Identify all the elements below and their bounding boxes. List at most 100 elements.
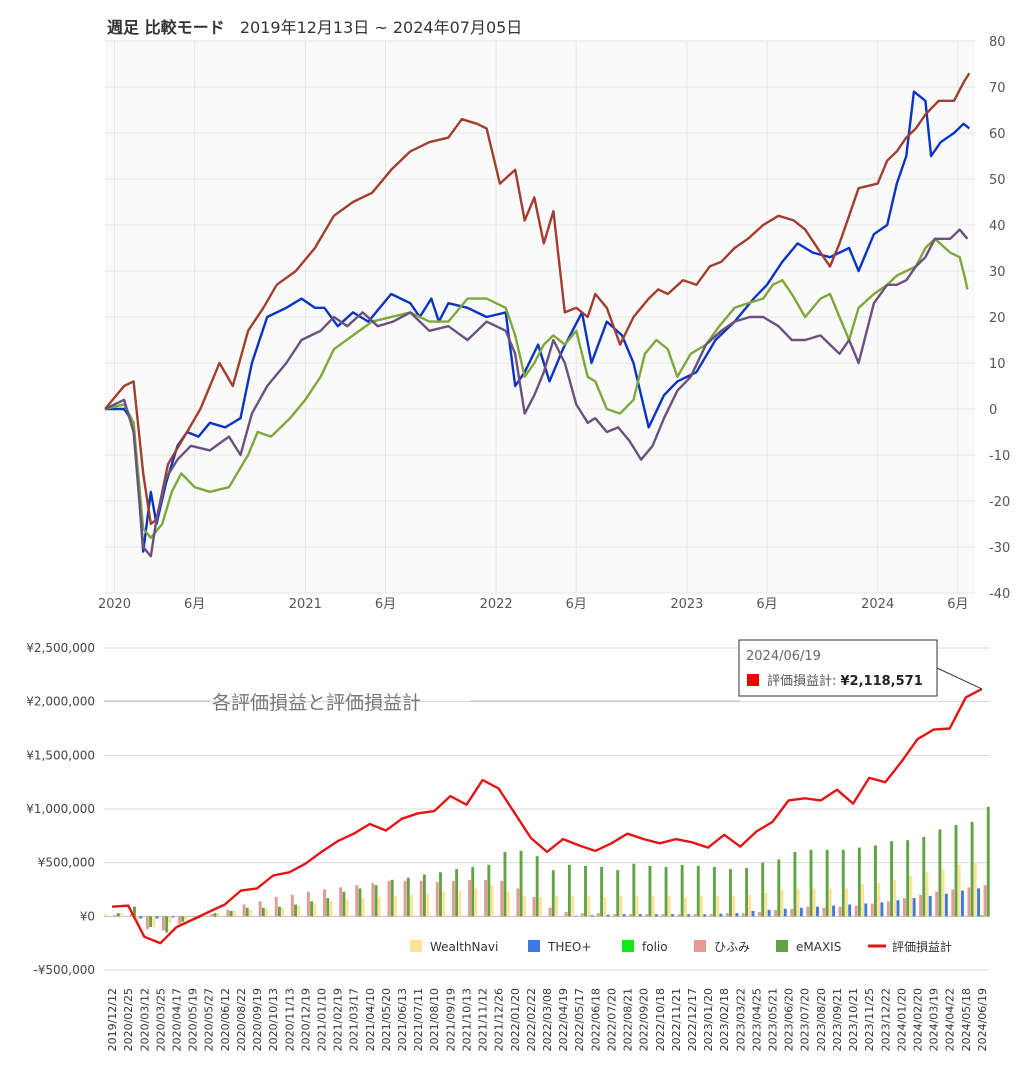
y-tick-label: ¥0 xyxy=(80,909,95,923)
bar-1-52 xyxy=(944,893,948,917)
bar-3-44 xyxy=(822,907,826,917)
bar-4-17 xyxy=(390,879,394,917)
legend-swatch-2 xyxy=(622,940,634,952)
x-tick-label: 2022/01/20 xyxy=(509,988,522,1051)
bar-0-1 xyxy=(120,913,124,917)
x-tick-label: 2020/05/19 xyxy=(187,988,200,1051)
tooltip-value: ¥2,118,571 xyxy=(841,674,923,689)
bar-4-39 xyxy=(745,868,749,917)
bar-4-31 xyxy=(616,870,620,917)
x-tick-label: 2021/02/19 xyxy=(332,988,345,1051)
x-tick-label: 2021/06/13 xyxy=(396,988,409,1051)
bar-3-34 xyxy=(661,914,665,917)
y-tick-label: 50 xyxy=(989,173,1006,188)
bar-3-51 xyxy=(935,891,939,917)
bar-1-30 xyxy=(590,915,594,917)
x-tick-label: 2022/10/18 xyxy=(654,988,667,1051)
bar-0-7 xyxy=(216,913,220,917)
bar-4-0 xyxy=(116,913,120,917)
bar-0-54 xyxy=(973,862,977,917)
bar-4-41 xyxy=(777,859,781,917)
bar-0-21 xyxy=(442,891,446,917)
bar-3-42 xyxy=(790,908,794,917)
x-tick-label: 2021/10/13 xyxy=(460,988,473,1051)
bar-4-8 xyxy=(245,907,249,917)
x-tick-label: 2023/01/20 xyxy=(702,988,715,1051)
bar-0-22 xyxy=(458,890,462,917)
bar-3-22 xyxy=(468,879,471,917)
bar-3-45 xyxy=(838,906,842,917)
x-tick-label: 2020/12/19 xyxy=(299,988,312,1051)
x-tick-label: 2023/08/20 xyxy=(815,988,828,1051)
y-tick-label: ¥2,500,000 xyxy=(26,641,95,655)
bar-0-50 xyxy=(909,875,913,917)
bar-0-8 xyxy=(232,909,236,917)
x-tick-label: 2020/04/17 xyxy=(170,988,183,1051)
bar-3-43 xyxy=(806,906,810,917)
bar-0-4 xyxy=(168,916,172,923)
bar-4-24 xyxy=(503,851,507,917)
x-tick-label: 2022/09/20 xyxy=(638,988,651,1051)
x-tick-label: 2020/03/25 xyxy=(154,988,167,1051)
bar-4-45 xyxy=(841,849,845,917)
x-tick-label: 2022/12/17 xyxy=(686,988,699,1051)
bar-3-26 xyxy=(532,897,536,917)
bar-3-15 xyxy=(355,885,359,917)
bar-0-40 xyxy=(748,894,752,917)
bar-0-13 xyxy=(313,903,317,917)
bar-3-52 xyxy=(951,889,955,917)
bar-0-26 xyxy=(522,895,526,917)
bar-0-39 xyxy=(732,895,736,917)
y-tick-label: ¥2,000,000 xyxy=(26,695,95,709)
bar-0-45 xyxy=(828,888,832,917)
bar-0-5 xyxy=(184,916,188,920)
bar-4-2 xyxy=(149,916,153,928)
bar-4-54 xyxy=(986,806,990,917)
bar-1-31 xyxy=(606,914,610,917)
bar-4-51 xyxy=(938,829,942,917)
legend-swatch-3 xyxy=(694,940,706,952)
y-tick-label: 20 xyxy=(989,311,1006,326)
x-tick-label: 2023/09/21 xyxy=(831,988,844,1051)
bar-2-54 xyxy=(980,915,984,917)
bar-1-41 xyxy=(767,909,771,917)
bar-4-27 xyxy=(551,870,555,917)
bar-3-48 xyxy=(886,901,890,917)
bar-1-46 xyxy=(848,904,852,917)
bar-4-14 xyxy=(342,891,346,917)
bar-1-42 xyxy=(783,908,787,917)
index-comparison-chart: 80 70 60 50 40 30 20 10 0 -10 -20 -30 -40 2020 6月 2021 6… xyxy=(98,35,1010,610)
bar-4-6 xyxy=(213,913,217,917)
x-tick-label: 2024/05/18 xyxy=(960,988,973,1051)
bar-1-43 xyxy=(799,907,803,917)
x-tick-label: 6月 xyxy=(566,597,587,610)
x-tick-label: 2022/02/22 xyxy=(525,988,538,1051)
bar-0-49 xyxy=(893,879,897,917)
bar-0-27 xyxy=(538,897,542,917)
y-tick-label: 70 xyxy=(989,81,1006,96)
x-tick-label: 2022/11/21 xyxy=(670,988,683,1051)
x-tick-label: 2023/02/18 xyxy=(718,988,731,1051)
bar-4-30 xyxy=(600,866,604,917)
bar-4-12 xyxy=(310,901,314,917)
bar-1-47 xyxy=(864,903,868,917)
x-tick-label: 2024 xyxy=(861,597,894,610)
bar-3-54 xyxy=(983,885,987,917)
bar-1-36 xyxy=(687,914,691,917)
x-tick-label: 2020/10/13 xyxy=(267,988,280,1051)
legend-swatch-4 xyxy=(776,940,788,952)
x-tick-label: 2020/11/13 xyxy=(283,988,296,1051)
x-tick-label: 2023/06/20 xyxy=(783,988,796,1051)
legend-label-0: WealthNavi xyxy=(430,940,498,954)
bar-1-54 xyxy=(977,888,981,917)
bar-0-44 xyxy=(812,888,816,917)
y-tick-label: 40 xyxy=(989,219,1006,234)
bar-0-42 xyxy=(780,889,784,917)
bar-4-44 xyxy=(825,849,829,917)
x-tick-label: 2024/02/20 xyxy=(912,988,925,1051)
y-tick-label: -30 xyxy=(989,541,1010,556)
bar-0-43 xyxy=(796,888,800,917)
bar-4-26 xyxy=(535,856,539,917)
y-tick-label: 60 xyxy=(989,127,1006,142)
x-tick-label: 2023/05/21 xyxy=(767,988,780,1051)
